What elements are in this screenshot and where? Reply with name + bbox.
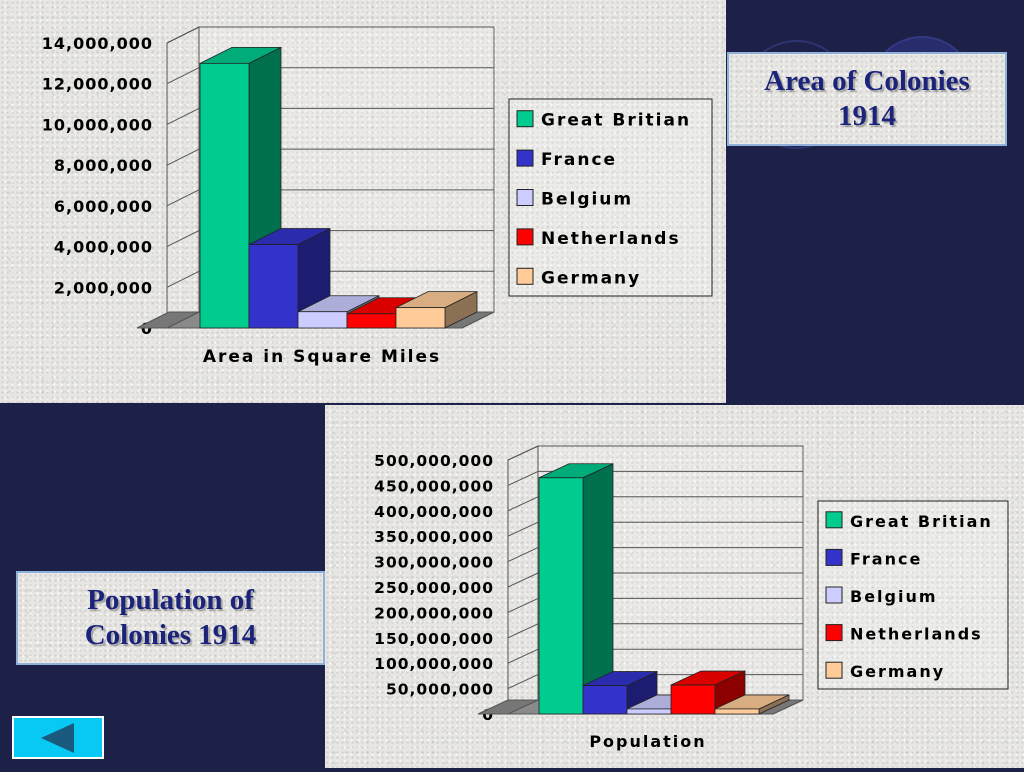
gridline-side: [166, 67, 200, 85]
bar-germany: [714, 694, 790, 715]
y-tick-label: 8,000,000: [54, 156, 153, 175]
y-tick-label: 500,000,000: [374, 452, 494, 470]
legend-entry: Belgium: [541, 190, 633, 210]
y-tick-label: 200,000,000: [374, 604, 494, 622]
x-axis-label: Area in Square Miles: [203, 347, 441, 367]
bar-netherlands: [670, 670, 746, 715]
bar-germany: [395, 290, 478, 329]
legend: Great Britian France Belgium Netherlands Ger…: [817, 500, 1009, 690]
legend-entry: Netherlands: [541, 229, 681, 249]
gridline-side: [507, 496, 539, 512]
legend-entry: France: [541, 150, 617, 170]
gridline-side: [166, 107, 200, 125]
bar-france: [248, 227, 331, 329]
plot-floor-left: [136, 311, 200, 329]
area-chart: 02,000,0004,000,0006,000,0008,000,00010,…: [42, 26, 713, 367]
area-title-line-2: 1914: [838, 100, 896, 132]
y-tick-label: 350,000,000: [374, 528, 494, 546]
legend-swatch: [516, 110, 534, 128]
gridline-side: [507, 623, 539, 639]
gridline-side: [507, 572, 539, 588]
legend-swatch: [516, 267, 534, 285]
population-title: Population of Colonies 1914: [16, 571, 325, 665]
y-tick-label: 300,000,000: [374, 554, 494, 572]
gridline-side: [507, 521, 539, 537]
area-chart-panel: 02,000,0004,000,0006,000,0008,000,00010,…: [0, 0, 726, 403]
y-tick-label: 4,000,000: [54, 238, 153, 257]
y-tick-label: 400,000,000: [374, 503, 494, 521]
legend-swatch: [825, 548, 843, 566]
y-tick-label: 150,000,000: [374, 630, 494, 648]
legend-entry: France: [850, 549, 922, 568]
legend-swatch: [825, 624, 843, 642]
y-tick-label: 6,000,000: [54, 197, 153, 216]
bar-great-britian: [538, 463, 614, 715]
y-tick-label: 10,000,000: [42, 115, 153, 134]
gridline-side: [166, 189, 200, 207]
y-tick-label: 450,000,000: [374, 477, 494, 495]
legend-entry: Netherlands: [850, 625, 983, 644]
legend-swatch: [516, 189, 534, 206]
y-tick-label: 14,000,000: [42, 34, 153, 53]
population-chart: 0 50,000,000 100,000,000 150,000,000 200,000…: [374, 445, 1009, 751]
legend-swatch: [825, 586, 843, 604]
gridline-side: [507, 674, 539, 690]
legend: Great Britian France Belgium Netherlands Ger…: [508, 98, 713, 297]
legend-entry: Great Britian: [850, 512, 993, 531]
population-chart-panel: 0 50,000,000 100,000,000 150,000,000 200,000…: [325, 405, 1024, 768]
legend-swatch: [516, 149, 534, 167]
population-title-line-2: Colonies 1914: [84, 619, 257, 651]
population-title-line-1: Population of: [87, 583, 254, 616]
plot-side-wall: [166, 26, 200, 329]
gridline-side: [507, 648, 539, 664]
gridline-side: [507, 547, 539, 563]
gridline-side: [507, 470, 539, 486]
y-tick-label: 2,000,000: [54, 278, 153, 297]
gridline-side: [507, 597, 539, 613]
legend-entry: Belgium: [850, 587, 938, 606]
legend-entry: Germany: [541, 268, 641, 288]
plot-floor-left: [477, 699, 539, 715]
x-axis-label: Population: [589, 732, 706, 751]
y-tick-label: 0: [482, 706, 494, 724]
y-tick-label: 100,000,000: [374, 655, 494, 673]
legend-swatch: [825, 511, 843, 529]
legend-swatch: [516, 228, 534, 246]
gridline-side: [166, 270, 200, 288]
back-button[interactable]: [12, 716, 104, 759]
y-tick-label: 12,000,000: [42, 75, 153, 94]
legend-entry: Germany: [850, 662, 945, 681]
area-title: Area of Colonies 1914: [727, 52, 1007, 146]
area-title-line-1: Area of Colonies: [764, 64, 970, 97]
legend-entry: Great Britian: [541, 111, 691, 131]
y-tick-label: 250,000,000: [374, 579, 494, 597]
y-tick-label: 50,000,000: [386, 681, 494, 699]
legend-swatch: [825, 661, 843, 679]
gridline-side: [166, 148, 200, 166]
back-triangle-icon: [41, 722, 74, 753]
gridline-side: [166, 230, 200, 248]
